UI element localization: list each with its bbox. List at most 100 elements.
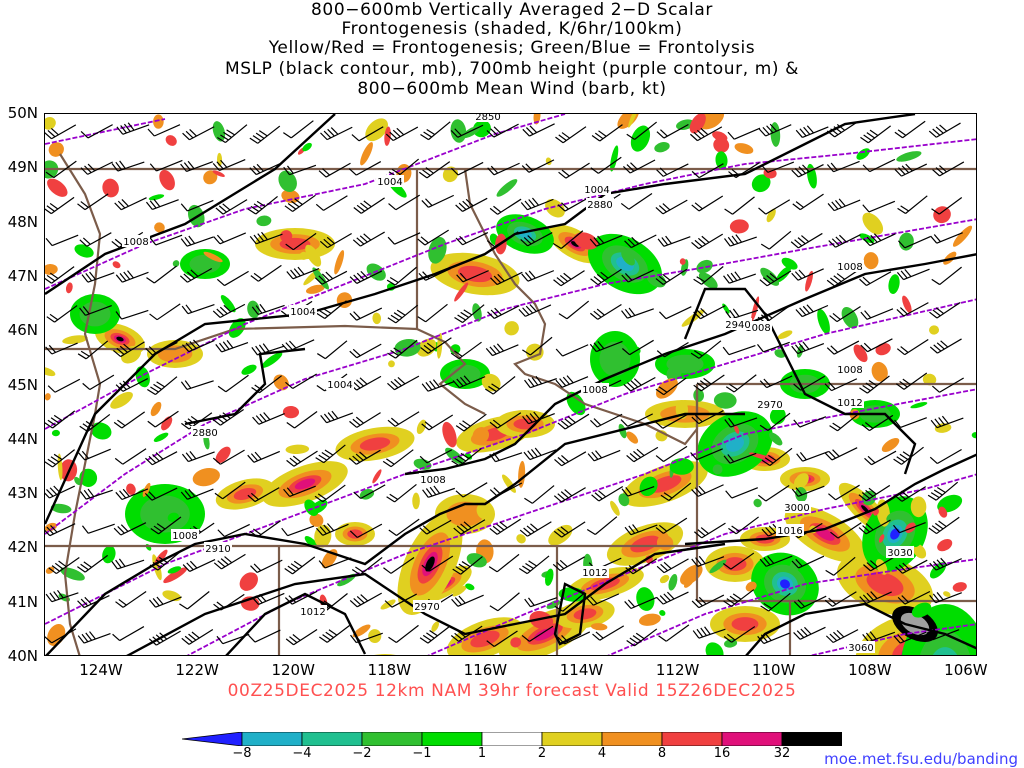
shade-speck xyxy=(712,464,723,475)
mslp-label: 1008 xyxy=(420,475,445,486)
wind-barb xyxy=(827,198,861,212)
lat-label: 47N xyxy=(7,266,38,285)
wind-barb xyxy=(182,339,215,353)
wind-barb xyxy=(116,122,150,135)
shade-speck xyxy=(722,303,730,314)
mslp-contour xyxy=(225,592,367,655)
colorbar-tick-label: −2 xyxy=(352,746,372,761)
wind-barb xyxy=(489,592,520,612)
shade-speck xyxy=(154,222,165,233)
lon-label: 124W xyxy=(79,661,123,679)
forecast-valid-time: 00Z25DEC2025 12km NAM 39hr forecast Vali… xyxy=(227,681,797,701)
label-bg xyxy=(122,235,150,247)
wind-barb xyxy=(591,485,624,502)
wind-barb xyxy=(251,303,285,315)
wind-barb xyxy=(519,521,552,537)
wind-barb xyxy=(455,482,488,498)
shade-speck xyxy=(766,208,776,223)
wind-barb xyxy=(624,234,657,249)
wind-barb xyxy=(349,592,382,608)
wind-barb xyxy=(320,410,354,424)
shade-speck xyxy=(937,538,953,552)
wind-barb xyxy=(349,412,381,428)
shade-speck xyxy=(476,502,492,520)
colorbar-segment xyxy=(241,732,303,746)
wind-barb xyxy=(79,305,112,316)
wind-barb xyxy=(112,626,145,642)
shade-speck xyxy=(734,424,740,434)
shade-speck xyxy=(74,476,82,486)
wind-barb xyxy=(897,195,928,215)
wind-barb xyxy=(725,487,759,499)
wind-barb xyxy=(45,234,79,247)
wind-barb xyxy=(693,266,724,285)
wind-barb xyxy=(589,234,623,247)
wind-barb xyxy=(484,376,516,395)
mslp-contour xyxy=(45,114,336,295)
wind-barb xyxy=(149,596,182,608)
wind-barb xyxy=(620,192,653,210)
wind-barb xyxy=(251,343,285,356)
wind-barb xyxy=(144,487,178,501)
wind-barb xyxy=(727,127,761,140)
shade-speck xyxy=(74,244,94,258)
wind-barb xyxy=(353,484,386,499)
wind-barb xyxy=(349,523,383,539)
wind-barb xyxy=(552,556,585,572)
shade-speck xyxy=(544,568,554,586)
wind-barb xyxy=(691,594,725,609)
shade-speck xyxy=(863,252,879,270)
wind-barb xyxy=(555,126,587,144)
shade-speck xyxy=(90,422,112,440)
mslp-label: 1004 xyxy=(377,177,402,188)
wind-barb xyxy=(724,417,758,428)
mslp-contour xyxy=(683,287,917,475)
mslp-label: 1008 xyxy=(123,237,148,248)
wind-barb xyxy=(387,411,420,427)
wind-barb xyxy=(212,303,246,319)
shade-speck xyxy=(617,114,639,129)
shade-speck xyxy=(971,432,976,439)
wind-barb xyxy=(179,268,213,283)
wind-barb xyxy=(182,559,216,572)
shade-patch xyxy=(347,529,363,539)
wind-barb xyxy=(115,309,149,320)
shade-speck xyxy=(442,421,457,448)
wind-barb xyxy=(213,232,247,245)
lon-label: 110W xyxy=(751,661,796,679)
mslp-label: 1004 xyxy=(584,185,609,196)
wind-barb xyxy=(180,199,214,212)
wind-barb xyxy=(693,374,725,392)
wind-barb xyxy=(520,197,554,211)
wind-barb xyxy=(928,516,960,535)
wind-barb xyxy=(145,198,179,211)
shade-speck xyxy=(769,432,783,446)
shade-speck xyxy=(684,576,695,588)
shade-speck xyxy=(135,366,150,388)
wind-barb xyxy=(388,518,420,537)
wind-barb xyxy=(759,375,793,389)
wind-barb xyxy=(148,630,181,646)
wind-barb xyxy=(419,625,451,644)
wind-barb xyxy=(553,521,586,538)
wind-barb xyxy=(384,593,417,608)
wind-barb xyxy=(724,234,757,247)
height-label: 2880 xyxy=(587,200,612,211)
shade-speck xyxy=(789,559,800,575)
wind-barb xyxy=(928,122,961,138)
shade-patch xyxy=(359,437,391,451)
label-bg xyxy=(847,641,875,653)
lat-label: 46N xyxy=(7,321,38,340)
shade-speck xyxy=(639,476,658,497)
wind-barb xyxy=(860,125,891,144)
wind-barb xyxy=(453,519,486,535)
wind-barb xyxy=(147,410,179,428)
credit-link[interactable]: moe.met.fsu.edu/banding xyxy=(824,750,1018,768)
mslp-contour xyxy=(404,253,976,476)
wind-barb xyxy=(555,375,589,388)
wind-barb xyxy=(114,197,147,211)
colorbar-tick-label: 4 xyxy=(597,746,607,761)
wind-barb xyxy=(283,164,317,176)
shade-speck xyxy=(299,251,308,260)
wind-barb xyxy=(79,413,111,433)
